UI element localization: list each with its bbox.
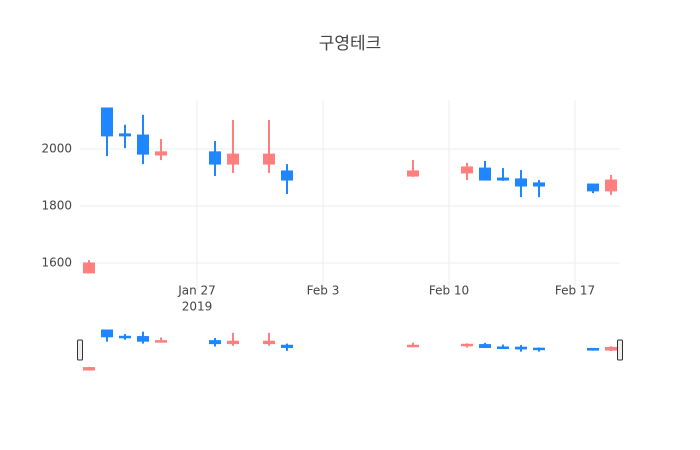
slider-candle-body: [497, 346, 509, 349]
slider-candle-body: [461, 343, 473, 347]
rangeslider-handle[interactable]: [617, 339, 623, 361]
slider-candle-body: [533, 347, 545, 351]
slider-candle-body: [137, 336, 149, 342]
x-tick-label: Jan 27: [177, 284, 216, 298]
y-tick-label: 1800: [41, 198, 72, 212]
candle-body: [209, 151, 221, 165]
x-tick-label: Feb 10: [429, 284, 469, 298]
candle-body: [137, 134, 149, 155]
candle-body: [101, 107, 113, 137]
candle-body: [533, 182, 545, 187]
slider-candle-body: [209, 340, 221, 345]
y-tick-label: 2000: [41, 141, 72, 155]
candle-body: [263, 153, 275, 165]
x-tick-label: Feb 17: [555, 284, 595, 298]
slider-candle-body: [407, 344, 419, 348]
slider-candle-body: [263, 340, 275, 345]
candle-body: [515, 178, 527, 187]
candle-body: [497, 177, 509, 181]
slider-candle-body: [83, 367, 95, 371]
slider-candle-body: [605, 346, 617, 351]
slider-candle-body: [227, 340, 239, 345]
chart-title: 구영테크: [319, 34, 382, 54]
y-tick-label: 1600: [41, 255, 72, 269]
candle-body: [587, 183, 599, 192]
slider-candle-body: [587, 347, 599, 351]
slider-candle-body: [155, 340, 167, 343]
slider-candle-body: [479, 344, 491, 348]
candle-body: [461, 166, 473, 174]
candle-body: [119, 133, 131, 137]
candle-body: [281, 170, 293, 181]
candle-body: [479, 167, 491, 181]
candle-body: [605, 179, 617, 192]
candle-body: [83, 262, 95, 274]
x-year-label: 2019: [182, 300, 213, 314]
slider-candle-body: [515, 346, 527, 350]
slider-candle-body: [281, 344, 293, 348]
candle-body: [155, 151, 167, 156]
candle-body: [227, 153, 239, 165]
slider-candle-body: [101, 329, 113, 338]
rangeslider-handle[interactable]: [77, 339, 83, 361]
candle-body: [407, 170, 419, 177]
slider-candle-body: [119, 335, 131, 339]
x-tick-label: Feb 3: [307, 284, 340, 298]
